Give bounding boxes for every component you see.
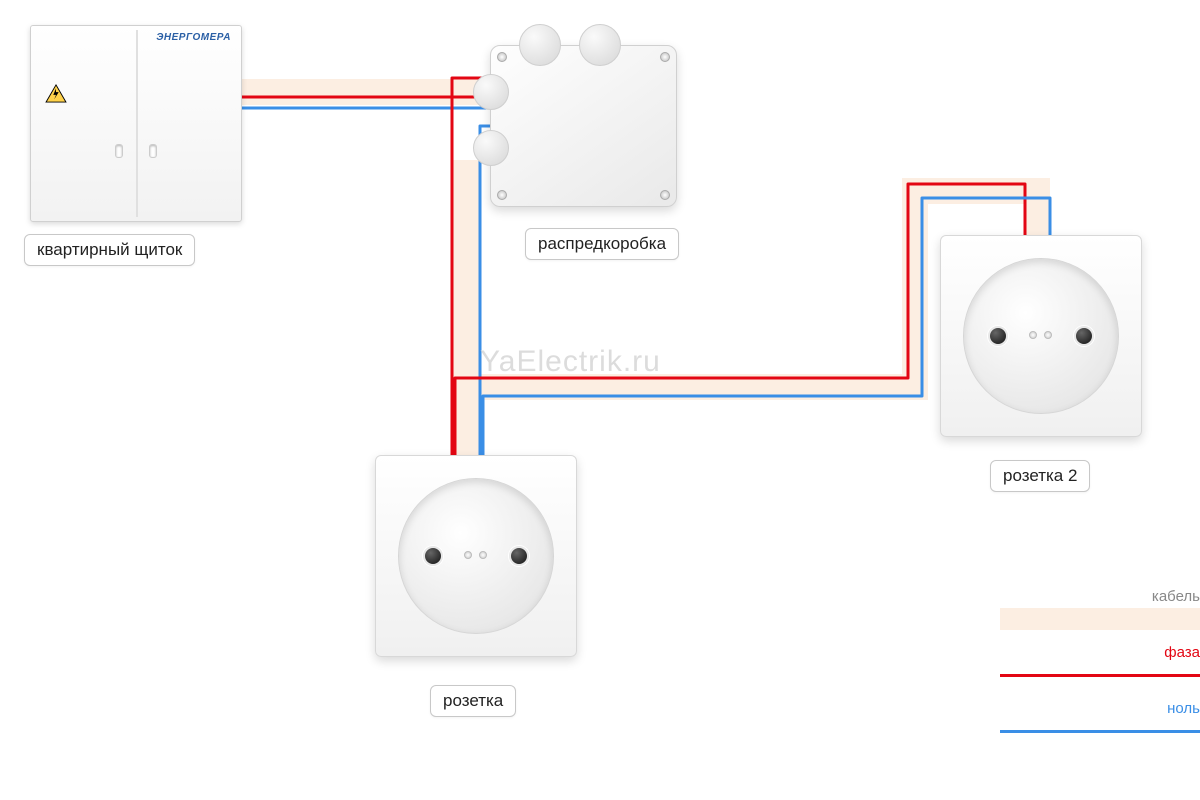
hazard-icon [45,84,67,103]
legend-label-cable: кабель [1120,588,1200,605]
label-jbox: распредкоробка [525,228,679,260]
panel-brand: ЭНЕРГОМЕРА [156,32,231,43]
label-socket2: розетка 2 [990,460,1090,492]
label-socket1: розетка [430,685,516,717]
distribution-panel: ЭНЕРГОМЕРА [30,25,242,222]
socket-2 [940,235,1142,437]
legend-label-phase: фаза [1120,644,1200,661]
junction-box [490,45,677,207]
watermark: YaElectrik.ru [480,345,661,379]
socket-1 [375,455,577,657]
label-panel: квартирный щиток [24,234,195,266]
legend-label-neutral: ноль [1120,700,1200,717]
